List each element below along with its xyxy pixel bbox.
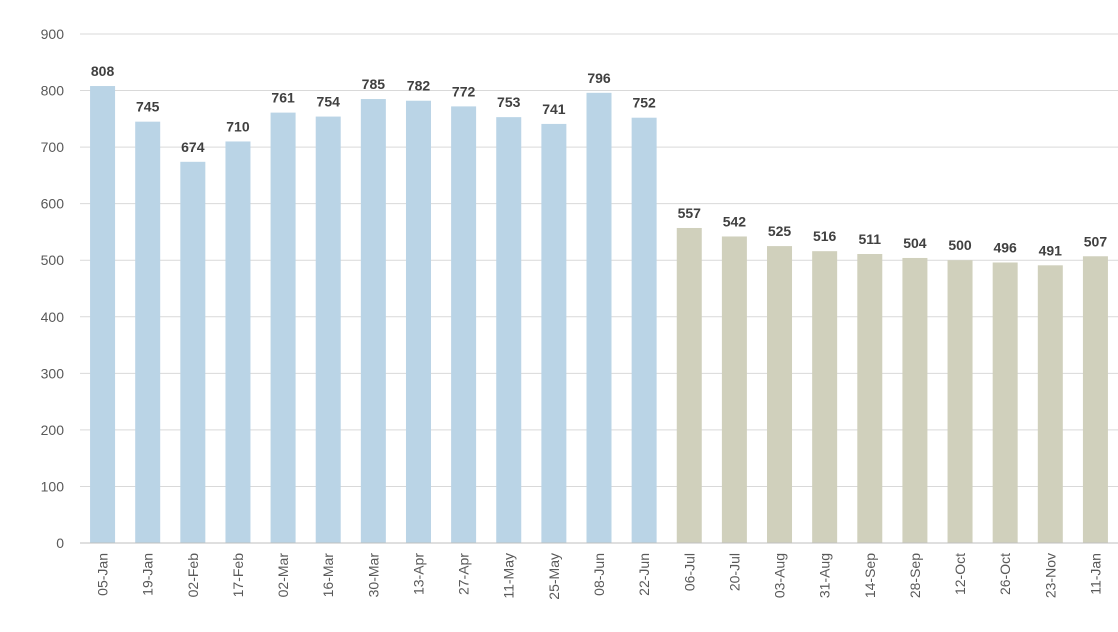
x-tick-label: 31-Aug (817, 553, 833, 598)
bar (496, 117, 522, 544)
x-tick-label: 05-Jan (95, 553, 111, 596)
data-label: 753 (497, 94, 521, 110)
data-label: 491 (1039, 242, 1063, 258)
data-label: 785 (362, 76, 386, 92)
bar (947, 260, 973, 543)
bar (90, 86, 116, 543)
data-label: 710 (226, 118, 250, 134)
data-label: 525 (768, 223, 792, 239)
x-tick-label: 27-Apr (456, 553, 472, 595)
x-tick-label: 06-Jul (681, 553, 697, 591)
bar (721, 236, 747, 544)
data-label: 500 (948, 237, 972, 253)
data-label: 557 (678, 205, 702, 221)
data-label: 754 (317, 94, 341, 110)
data-label: 752 (632, 95, 656, 111)
y-tick-label: 600 (41, 196, 65, 212)
x-tick-label: 11-Jan (1087, 553, 1103, 595)
data-label: 772 (452, 83, 476, 99)
x-tick-label: 25-May (546, 553, 562, 600)
x-tick-label: 02-Mar (275, 553, 291, 598)
data-label: 511 (858, 231, 881, 247)
data-label: 782 (407, 78, 431, 94)
y-tick-label: 300 (41, 365, 65, 381)
bar (767, 246, 793, 544)
data-label: 496 (993, 239, 1017, 255)
x-tick-label: 26-Oct (997, 553, 1013, 595)
y-tick-label: 400 (41, 309, 65, 325)
y-tick-label: 500 (41, 252, 65, 268)
x-tick-label: 20-Jul (726, 553, 742, 591)
data-labels: 808 745 674 710 761 754 785 782 772 753 741 796 752 5… (91, 63, 1107, 258)
data-label: 516 (813, 228, 837, 244)
bar (857, 254, 883, 544)
data-label: 542 (723, 213, 747, 229)
data-label: 808 (91, 63, 115, 79)
data-label: 674 (181, 139, 205, 155)
bar (405, 100, 431, 543)
x-tick-label: 17-Feb (230, 553, 246, 598)
bar (360, 99, 386, 544)
x-tick-label: 28-Sep (907, 553, 923, 598)
bar (225, 141, 251, 543)
bar (1082, 256, 1108, 543)
x-tick-label: 13-Apr (410, 553, 426, 595)
data-label: 507 (1084, 233, 1108, 249)
data-label: 796 (587, 70, 611, 86)
bar (315, 116, 341, 544)
data-label: 745 (136, 99, 160, 115)
bar (631, 117, 657, 544)
bar (451, 106, 477, 543)
y-tick-label: 0 (56, 535, 64, 551)
x-tick-label: 22-Jun (636, 553, 652, 596)
x-tick-label: 30-Mar (365, 553, 381, 598)
bars (90, 86, 1108, 544)
bar (135, 121, 161, 544)
data-label: 504 (903, 235, 927, 251)
y-tick-label: 800 (41, 83, 65, 99)
data-label: 741 (542, 101, 566, 117)
bar (270, 112, 296, 544)
x-tick-label: 12-Oct (952, 553, 968, 595)
bar (1037, 265, 1063, 543)
y-axis-tick-labels: 0 100 200 300 400 500 600 700 800 900 (41, 26, 65, 551)
data-label: 761 (271, 90, 295, 106)
x-tick-label: 16-Mar (320, 553, 336, 598)
bar (902, 257, 928, 543)
x-tick-label: 14-Sep (862, 553, 878, 598)
bar (992, 262, 1018, 543)
y-tick-label: 700 (41, 139, 65, 155)
x-tick-label: 03-Aug (772, 553, 788, 598)
bar (180, 161, 206, 543)
x-tick-label: 08-Jun (591, 553, 607, 596)
y-tick-label: 900 (41, 26, 65, 42)
x-tick-label: 23-Nov (1042, 553, 1058, 598)
x-tick-label: 02-Feb (185, 553, 201, 598)
bar (586, 92, 612, 543)
y-tick-label: 100 (41, 478, 65, 494)
bar (541, 123, 567, 543)
x-tick-label: 19-Jan (140, 553, 156, 596)
x-axis-tick-labels: 05-Jan 19-Jan 02-Feb 17-Feb 02-Mar 16-Mar 30-M… (95, 553, 1104, 600)
y-tick-label: 200 (41, 422, 65, 438)
x-tick-label: 11-May (501, 553, 517, 599)
bar (812, 251, 838, 543)
bar (676, 227, 702, 544)
